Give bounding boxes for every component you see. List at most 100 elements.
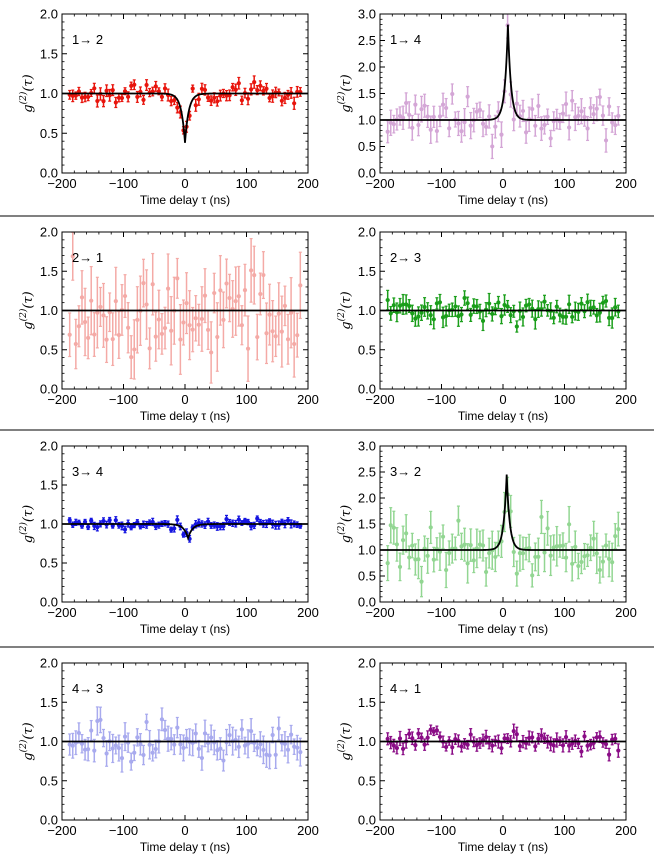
data-point <box>597 94 602 100</box>
data-point <box>190 327 195 332</box>
y-tick-label: 1.5 <box>358 86 376 101</box>
data-point <box>209 98 214 103</box>
y-tick-label: 1.0 <box>40 517 58 532</box>
data-point <box>144 302 149 307</box>
data-point <box>533 317 538 322</box>
data-point <box>597 310 602 315</box>
data-point <box>215 748 220 753</box>
data-point <box>514 571 519 576</box>
panel-label: 3→ 2 <box>390 464 421 479</box>
panel-label: 4→ 3 <box>72 681 103 696</box>
chart-panel: 0.0 0.5 1.0 1.5 2.0 2.5 3.0 −200 −100 0 100 200 Time… <box>336 7 637 208</box>
x-tick-label: 100 <box>236 392 258 407</box>
data-point <box>252 80 257 85</box>
data-point <box>224 281 229 286</box>
data-point <box>606 752 612 757</box>
y-tick-label: 2.0 <box>358 225 376 240</box>
data-point <box>536 103 541 109</box>
data-point <box>147 742 152 747</box>
data-point <box>579 109 584 114</box>
data-point <box>437 734 443 740</box>
panel-label: 2→ 1 <box>72 250 103 265</box>
data-point <box>456 518 461 523</box>
data-point <box>86 94 91 100</box>
x-tick-label: 200 <box>615 823 637 838</box>
data-point <box>431 557 436 562</box>
data-point <box>385 129 390 134</box>
data-point <box>493 124 498 129</box>
data-point <box>585 300 590 305</box>
y-tick-label: 1.0 <box>358 734 376 749</box>
data-point <box>616 748 621 753</box>
data-series <box>385 289 621 333</box>
data-point <box>129 354 134 360</box>
data-point <box>579 749 584 754</box>
data-point <box>613 533 618 539</box>
data-point <box>156 317 161 322</box>
data-point <box>86 335 91 340</box>
data-point <box>493 554 498 560</box>
data-point <box>573 544 578 549</box>
x-tick-label: −100 <box>109 823 138 838</box>
data-point <box>252 273 257 278</box>
data-point <box>588 545 593 550</box>
data-point <box>591 536 596 541</box>
data-point <box>202 293 208 298</box>
data-point <box>239 323 244 328</box>
data-point <box>221 317 226 322</box>
data-point <box>422 103 427 108</box>
data-point <box>193 316 198 321</box>
data-point <box>539 126 544 131</box>
data-point <box>113 518 118 523</box>
data-point <box>536 736 541 741</box>
data-point <box>474 109 479 114</box>
data-point <box>407 303 412 309</box>
data-point <box>487 114 492 119</box>
data-point <box>76 730 82 736</box>
data-point <box>483 735 489 740</box>
data-point <box>298 283 303 288</box>
data-point <box>576 563 581 569</box>
y-tick-label: 2.0 <box>358 491 376 506</box>
data-point <box>190 86 195 91</box>
data-point <box>122 734 128 739</box>
data-point <box>218 93 223 98</box>
data-point <box>73 93 78 98</box>
data-point <box>514 101 519 106</box>
data-point <box>255 745 260 750</box>
data-point <box>388 311 393 316</box>
x-tick-label: −100 <box>427 176 456 191</box>
data-point <box>385 736 390 741</box>
data-point <box>548 136 553 141</box>
data-point <box>132 750 137 755</box>
data-point <box>162 86 168 91</box>
data-series <box>67 75 303 135</box>
data-point <box>579 559 584 565</box>
data-point <box>79 741 85 746</box>
data-point <box>533 744 538 749</box>
data-point <box>431 114 436 119</box>
data-point <box>276 726 281 731</box>
y-tick-label: 2.5 <box>358 33 376 48</box>
data-point <box>419 579 424 584</box>
data-point <box>585 553 590 558</box>
y-tick-label: 1.0 <box>40 303 58 318</box>
data-point <box>224 517 229 522</box>
data-point <box>425 553 430 558</box>
data-point <box>298 750 303 755</box>
data-point <box>606 315 612 321</box>
data-point <box>391 303 396 308</box>
data-point <box>101 735 106 741</box>
data-point <box>570 741 575 746</box>
data-point <box>431 317 436 322</box>
data-point <box>554 544 559 549</box>
x-tick-label: 200 <box>297 605 319 620</box>
data-point <box>530 106 535 112</box>
data-point <box>557 312 562 318</box>
data-point <box>270 329 275 334</box>
data-point <box>205 95 211 100</box>
data-point <box>413 557 418 562</box>
data-point <box>169 736 174 741</box>
data-point <box>230 85 235 90</box>
x-tick-label: −200 <box>47 392 76 407</box>
